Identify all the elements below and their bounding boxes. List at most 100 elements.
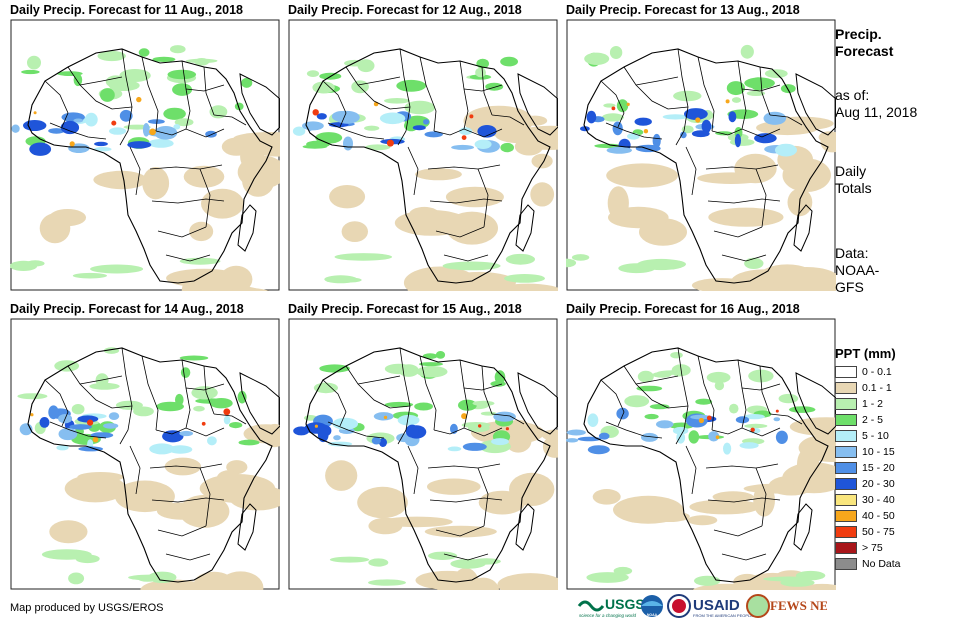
country-border — [44, 80, 69, 128]
country-border — [711, 427, 781, 437]
panel-title: Daily Precip. Forecast for 12 Aug., 2018 — [288, 3, 522, 17]
light-rain-cell — [90, 264, 144, 274]
rain-cell — [23, 120, 47, 131]
country-border — [675, 347, 689, 445]
africa-coastline — [583, 347, 829, 583]
light-rain-cell — [237, 390, 247, 404]
light-rain-cell — [306, 140, 330, 148]
light-rain-cell — [368, 579, 406, 586]
precip-legend: PPT (mm) 0 - 0.1 0.1 - 1 1 - 2 2 - 5 5 - 10 1… — [835, 346, 901, 572]
country-border — [141, 56, 159, 132]
noaa-logo: NOAA — [641, 595, 663, 617]
rain-cell — [292, 126, 306, 136]
rain-cell — [142, 123, 150, 137]
legend-label: 5 - 10 — [862, 430, 889, 442]
dry-patch — [734, 153, 777, 184]
rain-cell — [84, 112, 98, 127]
dry-patch — [772, 267, 836, 291]
country-border — [181, 359, 191, 429]
dry-patch — [542, 435, 558, 458]
legend-item: 40 - 50 — [835, 508, 896, 524]
country-border — [129, 146, 141, 196]
light-rain-cell — [644, 413, 659, 420]
light-rain-cell — [566, 258, 577, 268]
light-rain-cell — [789, 406, 816, 413]
asof-date: Aug 11, 2018 — [835, 104, 918, 120]
intense-rain-cell — [505, 427, 509, 431]
country-border — [759, 66, 771, 116]
arabia-outline — [795, 372, 836, 435]
light-rain-cell — [729, 138, 755, 146]
legend-label: 2 - 5 — [862, 414, 884, 426]
dry-patch — [201, 188, 244, 219]
country-border — [213, 114, 247, 126]
legend-swatch — [835, 462, 857, 474]
intense-rain-cell — [30, 413, 34, 417]
dry-patch — [782, 158, 831, 192]
rain-cell — [477, 125, 497, 138]
noaa-text: NOAA — [647, 613, 658, 617]
country-border — [149, 463, 223, 469]
light-rain-cell — [442, 261, 501, 271]
usgs-tagline: science for a changing world — [579, 613, 637, 618]
country-border — [345, 66, 411, 110]
intense-rain-cell — [314, 424, 318, 428]
rain-cell — [94, 147, 112, 152]
intense-rain-cell — [698, 417, 704, 424]
rain-cell — [754, 133, 777, 144]
light-rain-cell — [740, 44, 754, 59]
country-border — [397, 48, 411, 146]
legend-label: 30 - 40 — [862, 494, 895, 506]
country-border — [459, 359, 469, 429]
intense-rain-cell — [695, 117, 701, 123]
dry-patch — [818, 131, 836, 144]
light-rain-cell — [422, 353, 438, 359]
light-rain-cell — [68, 572, 85, 585]
rain-cell — [656, 420, 674, 429]
rain-cell — [423, 119, 430, 125]
legend-label: 15 - 20 — [862, 462, 895, 474]
arabia-outline — [239, 372, 280, 435]
country-border — [141, 355, 159, 431]
dry-patch — [216, 470, 240, 488]
rain-cell — [373, 412, 394, 421]
rain-cell — [587, 413, 599, 427]
arabia-outline — [517, 372, 558, 435]
country-border — [203, 66, 215, 116]
rain-cell — [379, 112, 406, 125]
light-rain-cell — [418, 362, 444, 367]
legend-swatch — [835, 414, 857, 426]
panel-title: Daily Precip. Forecast for 14 Aug., 2018 — [10, 302, 244, 316]
dry-patch — [445, 186, 504, 208]
legend-label: 0 - 0.1 — [862, 366, 892, 378]
usgs-logo: USGS science for a changing world — [577, 596, 645, 618]
country-border — [623, 66, 689, 110]
country-border — [322, 80, 347, 128]
legend-item: 2 - 5 — [835, 412, 896, 428]
light-rain-cell — [500, 56, 518, 67]
africa-coastline — [305, 347, 551, 583]
totals-line1: Daily — [835, 163, 867, 179]
light-rain-cell — [396, 79, 427, 92]
light-rain-cell — [467, 423, 490, 433]
legend-label: No Data — [862, 558, 901, 570]
precip-map — [288, 318, 558, 590]
country-border — [155, 128, 225, 138]
country-border — [721, 553, 767, 561]
light-rain-cell — [505, 253, 535, 265]
rain-cell — [149, 443, 175, 455]
country-border — [443, 254, 489, 262]
legend-swatch — [835, 382, 857, 394]
heading-line2: Forecast — [835, 43, 894, 59]
light-rain-cell — [306, 70, 320, 77]
dry-patch — [64, 474, 126, 503]
rain-cell — [491, 438, 509, 446]
rain-cell — [763, 111, 787, 125]
country-border — [67, 365, 133, 409]
country-border — [705, 164, 779, 170]
country-border — [600, 80, 625, 128]
light-rain-cell — [715, 131, 733, 136]
light-rain-cell — [138, 48, 150, 57]
rain-cell — [612, 121, 623, 136]
country-border — [737, 359, 747, 429]
